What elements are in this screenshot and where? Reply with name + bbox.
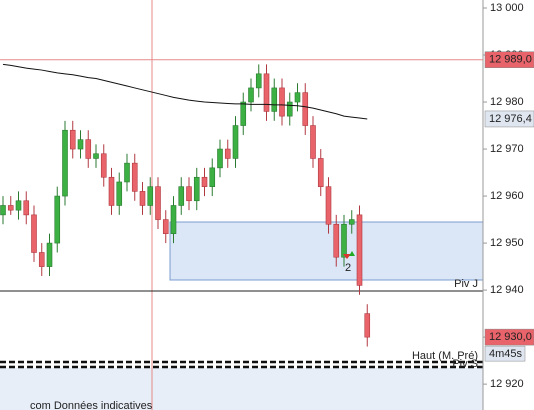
candle-body	[294, 92, 301, 103]
candle-body	[85, 139, 92, 159]
candle-body	[263, 73, 270, 112]
candle-body	[348, 219, 355, 225]
price-tag	[484, 328, 534, 346]
candle-body	[77, 139, 84, 150]
candle-body	[271, 87, 278, 112]
candle-body	[217, 148, 223, 169]
candle-body	[310, 125, 316, 159]
candle-body	[54, 195, 61, 244]
price-tag-label: 12 989,0	[489, 54, 532, 66]
candle-body	[325, 186, 332, 225]
candle-body	[108, 176, 115, 206]
candle-body	[317, 158, 324, 187]
y-tick-label: 12 920	[490, 378, 524, 390]
support-label: Piv S	[452, 358, 478, 370]
lower-zone	[0, 368, 483, 410]
candle-body	[162, 219, 169, 234]
price-tag-label: 12 930,0	[489, 331, 532, 343]
candle-body	[240, 101, 247, 126]
candle-body	[170, 205, 177, 234]
candle-body	[193, 176, 200, 202]
moving-average	[2, 63, 368, 120]
price-tag	[484, 51, 534, 68]
y-tick-label: 12 950	[490, 237, 524, 249]
candle-body	[209, 167, 216, 187]
candle-body	[224, 148, 231, 159]
y-tick-label: 12 970	[490, 143, 524, 155]
candle-body	[131, 162, 138, 192]
high-label: Haut (M. Pré)	[412, 350, 478, 362]
candle-body	[201, 176, 208, 187]
pivot-label: Piv J	[454, 278, 478, 290]
plot	[0, 63, 371, 347]
candle-body	[15, 200, 22, 211]
y-tick-label: 13 000	[490, 2, 524, 14]
zone-box	[169, 221, 484, 281]
candle-body	[155, 186, 161, 220]
candle-body	[248, 87, 254, 103]
candle-body	[124, 162, 130, 183]
candle-body	[93, 153, 99, 159]
sell-arrow	[343, 254, 351, 259]
candle-body	[364, 313, 371, 338]
price-tag-label: 12 976,4	[489, 113, 532, 125]
y-tick-label: 12 960	[490, 190, 524, 202]
countdown: 4m45s	[489, 348, 523, 360]
countdown-box	[484, 345, 526, 362]
signal-label: 2	[345, 262, 351, 274]
candle-body	[139, 191, 146, 206]
y-tick-label: 12 980	[490, 96, 524, 108]
price-tag	[484, 110, 534, 128]
candle-body	[23, 200, 30, 216]
candle-body	[302, 92, 309, 126]
candle-body	[147, 186, 154, 206]
y-tick-label: 12 940	[490, 284, 524, 296]
candle-body	[7, 205, 14, 211]
candle-body	[178, 186, 185, 206]
candle-body	[279, 87, 285, 117]
candle-body	[69, 129, 76, 150]
candle-body	[31, 214, 37, 253]
candle-body	[0, 205, 6, 216]
candle-body	[232, 125, 239, 159]
candle-body	[186, 186, 192, 202]
candle-body	[38, 252, 45, 267]
footer: com Données indicatives	[30, 400, 153, 410]
buy-arrow	[349, 251, 355, 256]
candle-body	[255, 73, 262, 89]
candle-body	[356, 214, 363, 286]
candle-body	[286, 101, 293, 117]
candle-body	[333, 223, 340, 258]
candle-body	[46, 242, 53, 267]
candle-body	[341, 223, 347, 258]
candle-body	[116, 181, 123, 206]
candle-body	[62, 129, 68, 197]
candle-body	[100, 153, 107, 178]
